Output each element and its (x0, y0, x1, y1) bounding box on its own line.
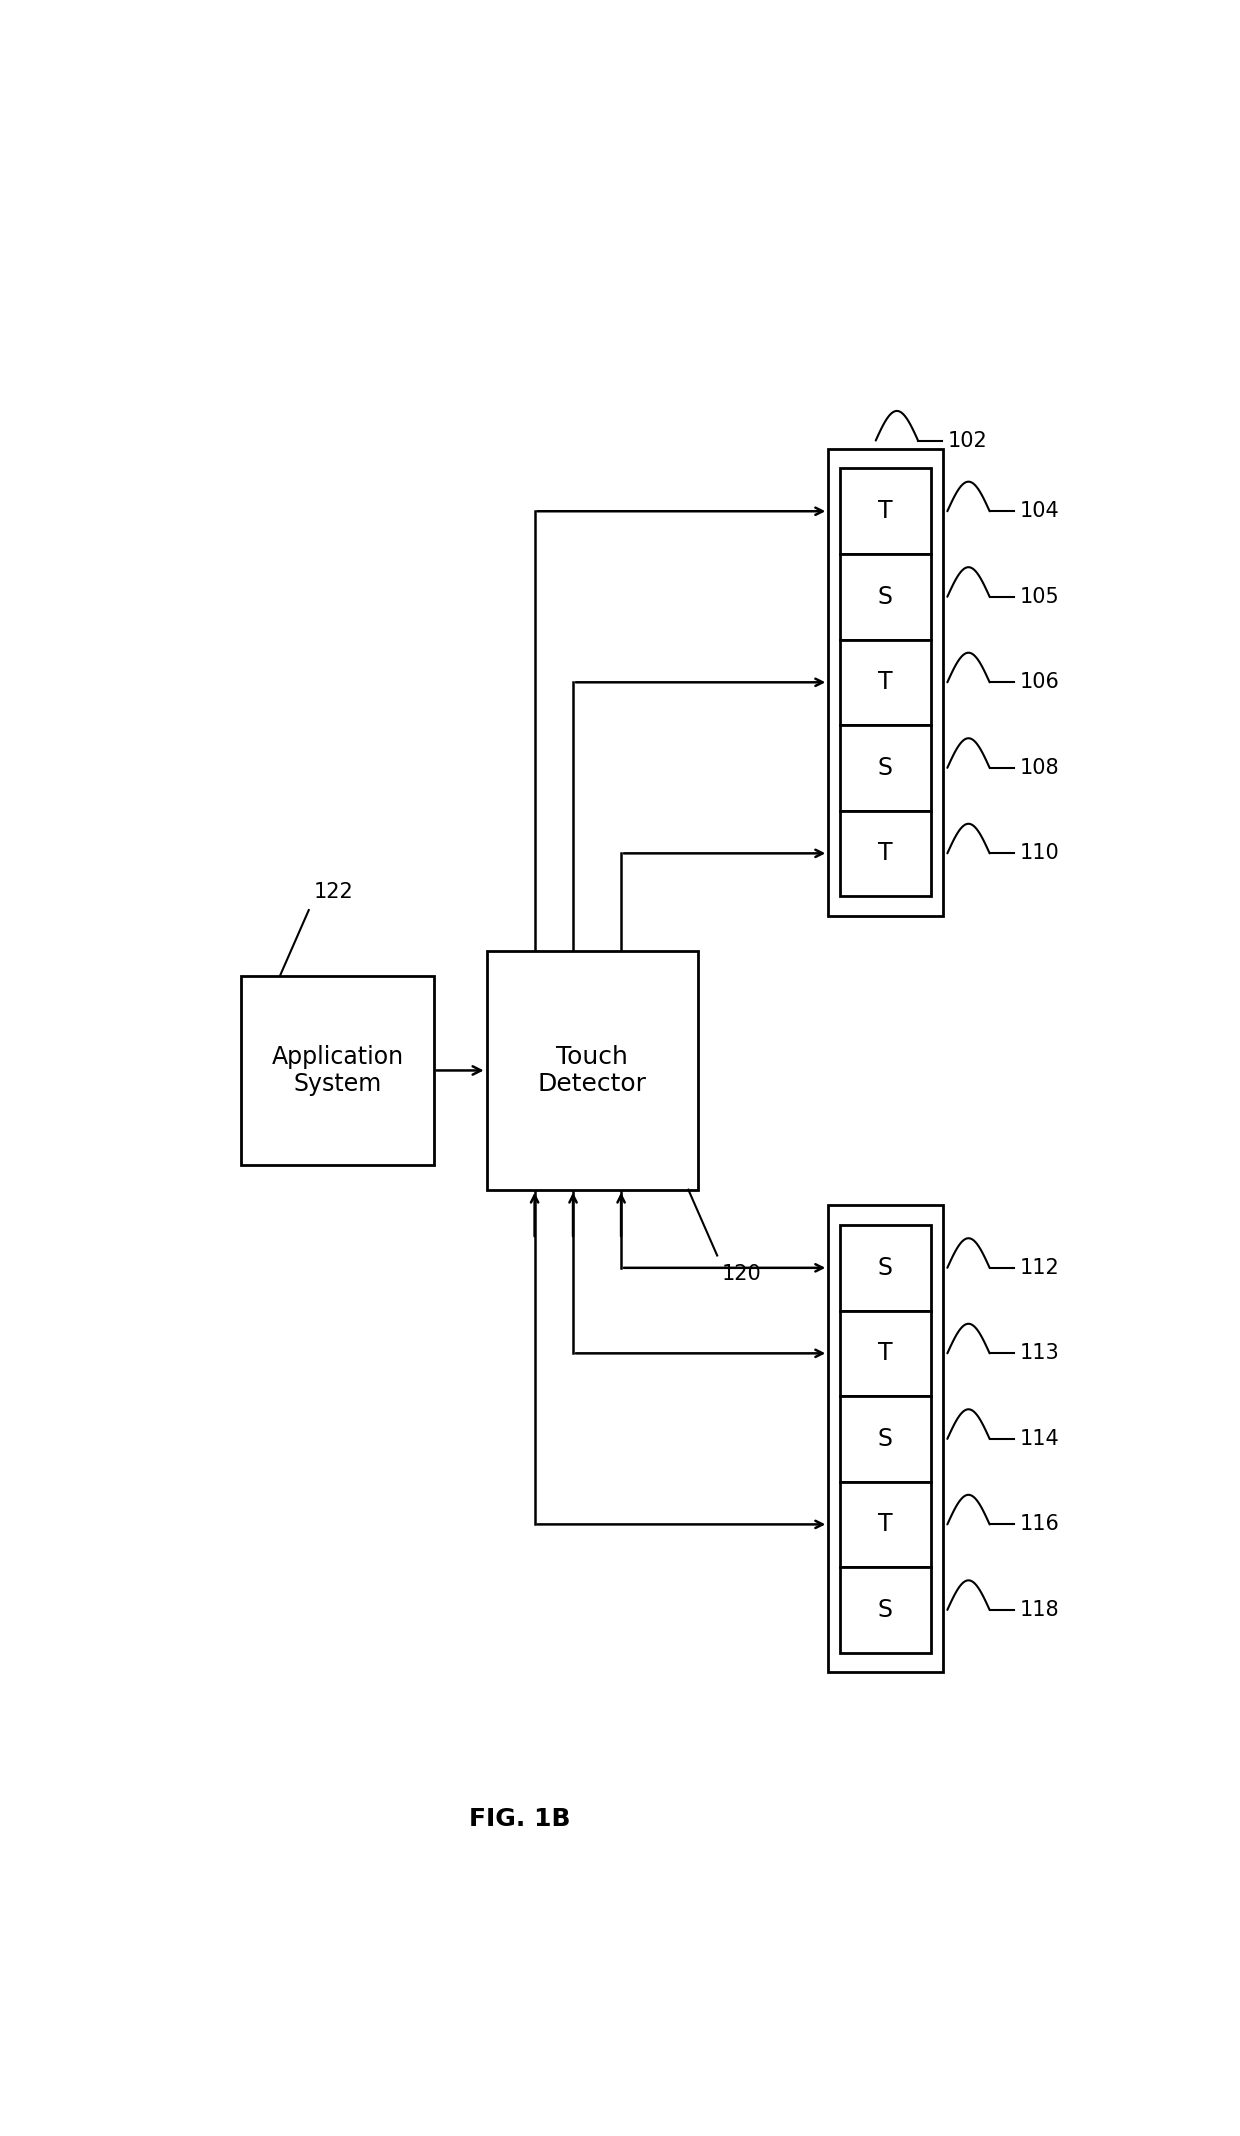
Text: S: S (878, 585, 893, 609)
Text: 114: 114 (1019, 1429, 1059, 1448)
Text: 112: 112 (1019, 1258, 1059, 1277)
Text: T: T (878, 500, 893, 523)
Text: 104: 104 (1019, 502, 1059, 521)
Text: T: T (878, 671, 893, 694)
Text: Application
System: Application System (272, 1045, 404, 1096)
Text: S: S (878, 1598, 893, 1621)
Text: 108: 108 (1019, 758, 1059, 778)
Bar (486, 951, 698, 1190)
Text: T: T (878, 842, 893, 865)
Text: S: S (878, 1427, 893, 1450)
Text: 118: 118 (1019, 1600, 1059, 1619)
Bar (839, 724, 931, 810)
Bar (839, 553, 931, 639)
Bar (839, 1397, 931, 1482)
Bar (839, 1482, 931, 1568)
Text: S: S (878, 1256, 893, 1279)
Bar (828, 1205, 942, 1672)
Text: S: S (878, 756, 893, 780)
Bar (839, 1312, 931, 1397)
Text: T: T (878, 1512, 893, 1536)
Bar (242, 976, 434, 1164)
Bar (839, 1226, 931, 1312)
Bar (839, 468, 931, 553)
Bar (839, 1568, 931, 1653)
Text: 120: 120 (722, 1265, 761, 1284)
Text: FIG. 1B: FIG. 1B (470, 1807, 570, 1831)
Bar (839, 639, 931, 724)
Text: 110: 110 (1019, 844, 1059, 863)
Text: 113: 113 (1019, 1344, 1059, 1363)
Text: 105: 105 (1019, 587, 1059, 607)
Text: 116: 116 (1019, 1514, 1059, 1534)
Text: 102: 102 (947, 431, 987, 451)
Bar (839, 810, 931, 897)
Text: 106: 106 (1019, 673, 1059, 692)
Text: 122: 122 (314, 882, 353, 901)
Text: T: T (878, 1341, 893, 1365)
Bar (828, 449, 942, 916)
Text: Touch
Detector: Touch Detector (538, 1045, 647, 1096)
